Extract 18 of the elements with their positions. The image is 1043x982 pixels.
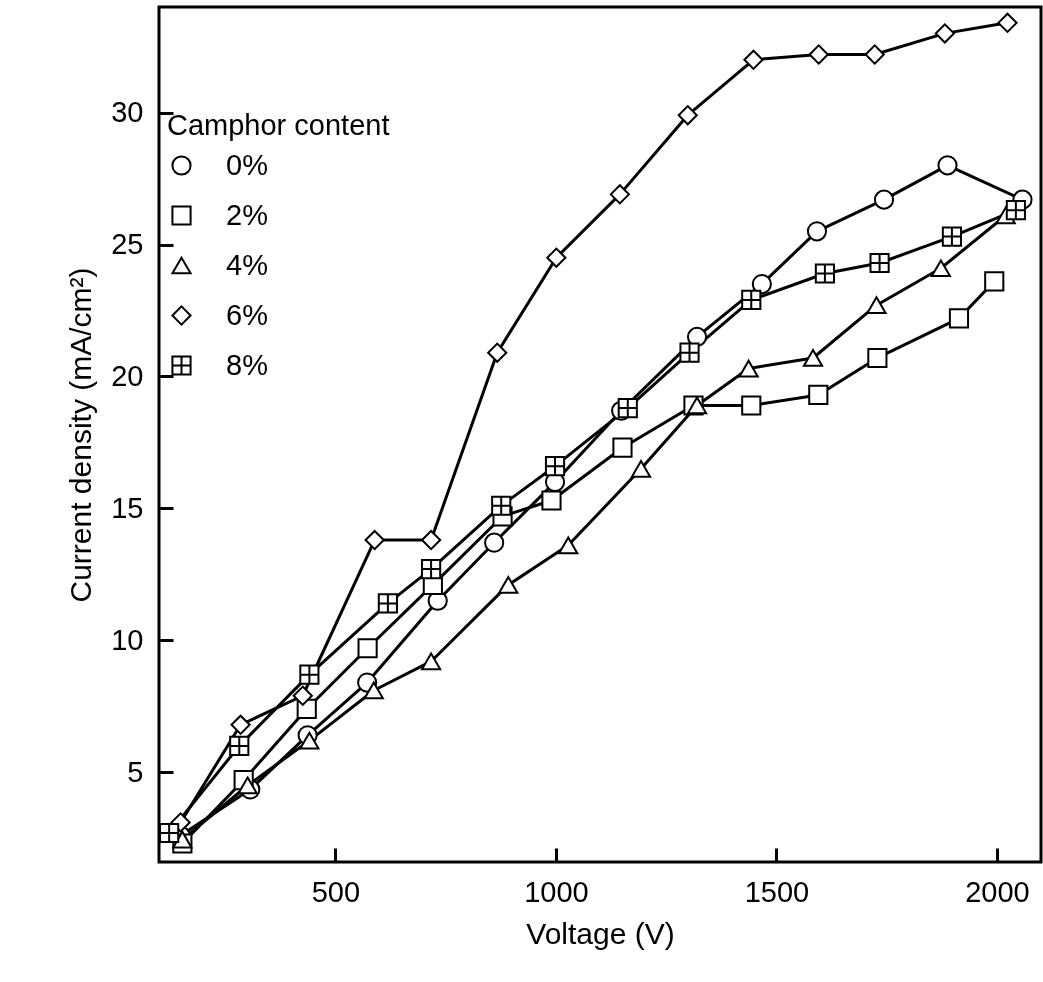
legend-label: 2% [226,198,268,231]
legend-label: 8% [226,348,268,381]
x-tick-label: 2000 [965,875,1030,908]
y-tick-label: 5 [127,755,144,788]
x-axis-title: Voltage (V) [526,916,675,950]
legend-title: Camphor content [167,109,390,141]
legend-label: 6% [226,298,268,331]
y-tick-label: 10 [111,623,144,656]
y-tick-label: 20 [111,359,144,392]
legend-label: 4% [226,248,268,281]
y-axis-title: Current density (mA/cm²) [64,267,98,603]
legend-label: 0% [226,148,268,181]
x-tick-label: 1500 [744,875,810,908]
y-tick-label: 25 [111,228,144,260]
x-tick-label: 1000 [524,875,589,908]
x-tick-label: 500 [311,875,361,908]
y-tick-label: 15 [111,491,144,524]
y-tick-label: 30 [111,96,144,129]
